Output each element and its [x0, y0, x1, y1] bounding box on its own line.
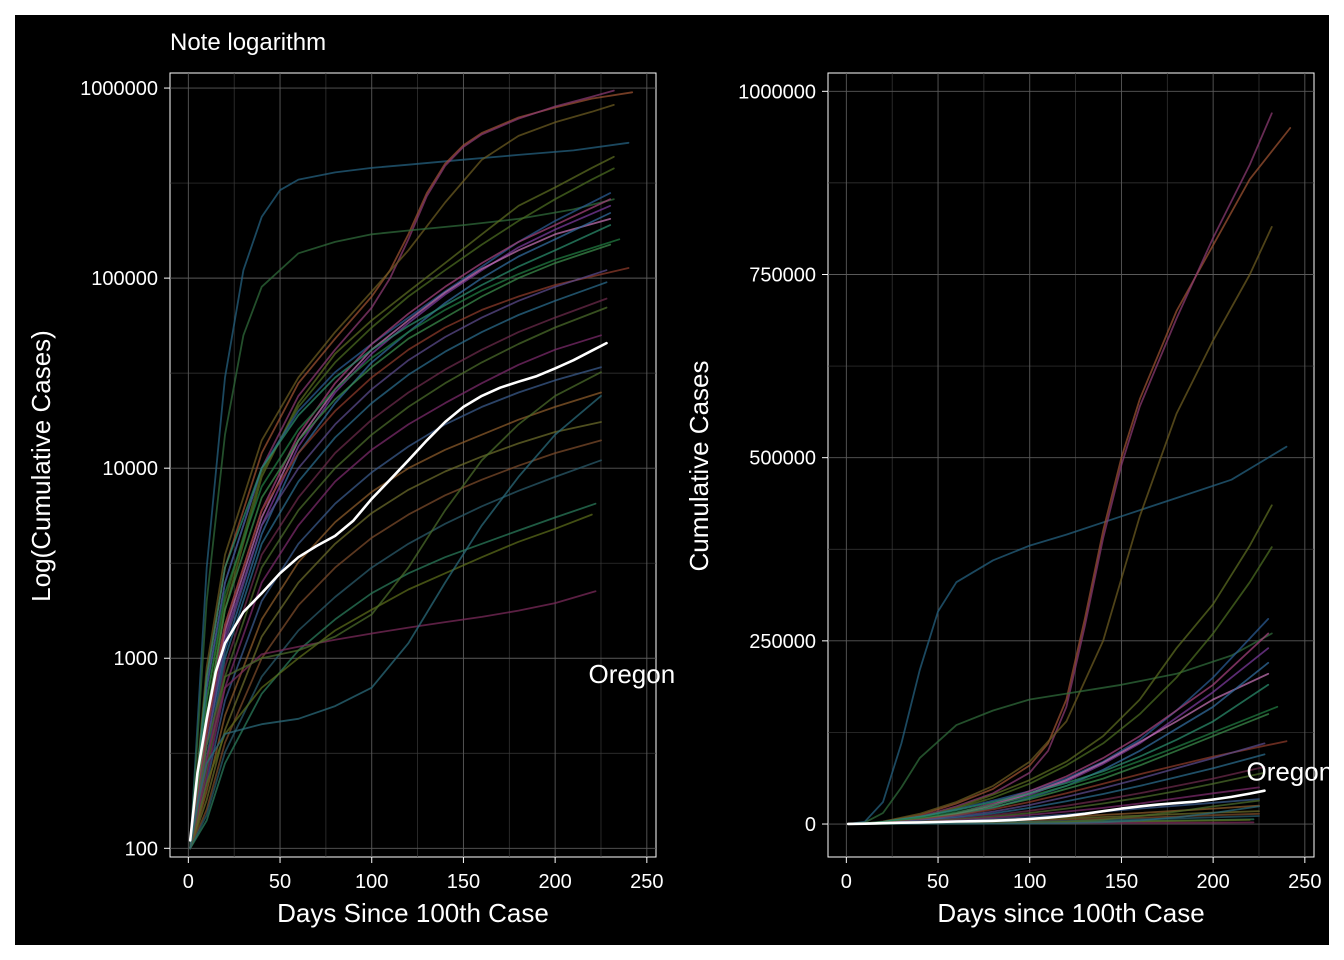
series-line	[189, 267, 630, 850]
series-line	[189, 167, 615, 850]
series-line	[189, 198, 615, 850]
series-line	[189, 212, 612, 850]
oregon-annotation-left: Oregon	[588, 659, 675, 689]
series-line	[189, 371, 602, 850]
y-tick-label: 1000	[114, 648, 159, 670]
axes-right: 0 50 100 150 200 250 0 250000 500000 750000 100000…	[738, 81, 1321, 893]
series-line	[189, 281, 608, 850]
y-tick-label: 250000	[749, 631, 816, 653]
y-tick-label: 100	[125, 838, 158, 860]
series-line-oregon	[846, 789, 1266, 826]
axes-left: 0 50 100 150 200 250 100 1000 10000 100000 1000000	[80, 78, 663, 893]
series-line	[847, 445, 1288, 825]
y-axis-label-left: Log(Cumulative Cases)	[26, 330, 56, 602]
y-tick-label: 1000000	[738, 81, 816, 103]
panel-right: 0 50 100 150 200 250 0 250000 500000 750000 100000…	[684, 72, 1333, 928]
y-tick-label: 500000	[749, 448, 816, 470]
grid-left	[170, 73, 656, 857]
series-line	[189, 297, 608, 850]
series-line-oregon	[188, 341, 608, 842]
y-tick-label: 1000000	[80, 78, 158, 100]
x-tick-label: 0	[183, 871, 194, 893]
series-line	[189, 391, 602, 850]
series-line	[189, 141, 630, 850]
oregon-annotation-right: Oregon	[1246, 757, 1333, 787]
series-line	[189, 513, 593, 850]
series-group-right	[846, 112, 1292, 826]
x-tick-label: 100	[1013, 871, 1046, 893]
series-line	[189, 104, 615, 850]
x-tick-label: 250	[630, 871, 663, 893]
x-tick-label: 100	[355, 871, 388, 893]
y-tick-label: 10000	[102, 458, 158, 480]
grid-right	[828, 73, 1314, 857]
x-axis-label-left: Days Since 100th Case	[277, 898, 549, 928]
y-tick-label: 100000	[91, 268, 158, 290]
series-line	[189, 421, 602, 850]
series-line	[189, 224, 612, 850]
series-line	[189, 243, 612, 850]
series-line	[189, 366, 602, 850]
series-line	[189, 439, 602, 850]
series-line	[847, 632, 1273, 825]
x-tick-label: 200	[1196, 871, 1229, 893]
y-tick-label: 0	[805, 814, 816, 836]
series-line	[189, 238, 621, 850]
x-tick-label: 150	[1105, 871, 1138, 893]
series-line	[189, 394, 602, 850]
chart-title: Note logarithm	[170, 29, 326, 56]
x-tick-label: 50	[927, 871, 949, 893]
series-line	[189, 502, 597, 850]
x-tick-label: 50	[269, 871, 291, 893]
series-line	[189, 204, 612, 850]
series-group-left	[188, 89, 634, 850]
series-line	[847, 127, 1292, 825]
panel-left: 0 50 100 150 200 250 100 1000 10000 100000 1000000…	[26, 29, 675, 928]
x-tick-label: 150	[447, 871, 480, 893]
y-axis-label-right: Cumulative Cases	[684, 361, 714, 572]
y-tick-label: 750000	[749, 264, 816, 286]
x-tick-label: 200	[538, 871, 571, 893]
series-line	[189, 459, 602, 850]
series-line	[189, 590, 597, 850]
x-tick-label: 0	[841, 871, 852, 893]
x-axis-label-right: Days since 100th Case	[937, 898, 1204, 928]
plot-area-right	[827, 72, 1315, 858]
series-line	[189, 155, 615, 850]
x-tick-label: 250	[1288, 871, 1321, 893]
